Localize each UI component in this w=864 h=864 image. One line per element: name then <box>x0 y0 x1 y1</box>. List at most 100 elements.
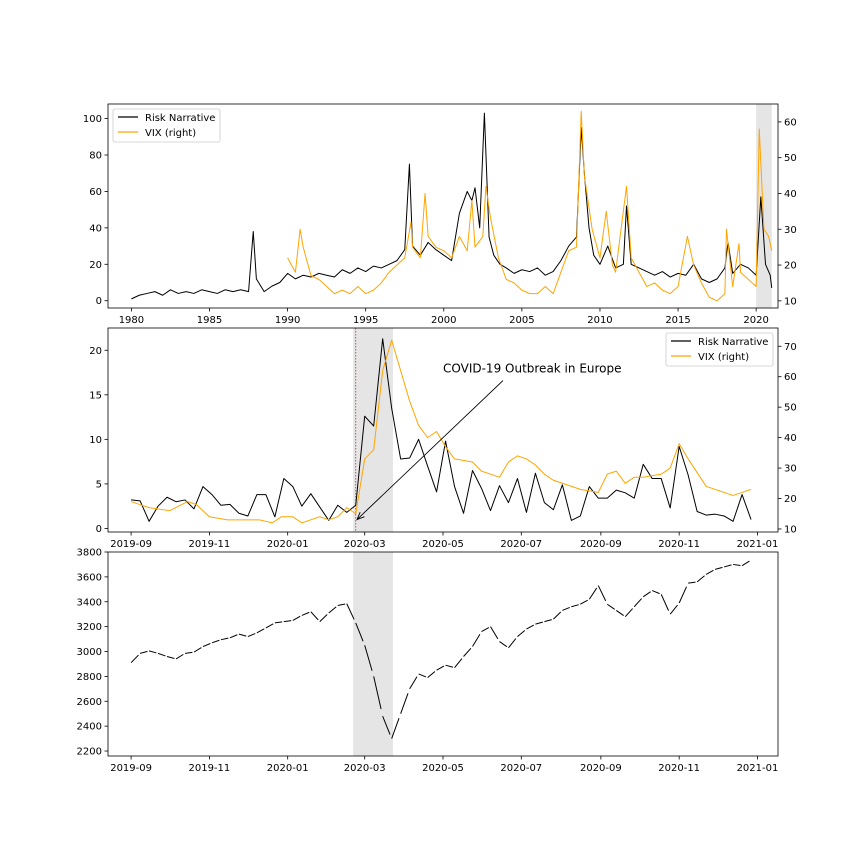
x-tick-label: 2020-03 <box>344 763 386 774</box>
series-index-segment <box>355 622 364 642</box>
legend-label-vix: VIX (right) <box>145 128 196 139</box>
panel-3-shaded-spans <box>353 552 393 756</box>
series-index-segment <box>562 606 570 611</box>
series-index-segment <box>211 639 220 644</box>
annotation-text: COVID-19 Outbreak in Europe <box>443 362 622 376</box>
series-index-segment <box>265 623 274 629</box>
panel-2-legend: Risk Narrative VIX (right) <box>665 332 774 367</box>
series-index-segment <box>571 604 579 608</box>
y-tick-label-left: 2800 <box>77 672 102 683</box>
shaded-period <box>353 552 393 756</box>
series-index-segment <box>283 620 292 623</box>
y-tick-label-left: 2400 <box>77 722 102 733</box>
series-index-segment <box>652 590 660 595</box>
series-index-segment <box>499 641 508 648</box>
series-index-segment <box>490 626 499 640</box>
series-index-segment <box>409 676 418 690</box>
series-index-segment <box>346 603 355 620</box>
panel-1-lines <box>131 110 773 302</box>
series-index-segment <box>588 587 598 600</box>
x-tick-label: 1985 <box>197 315 222 326</box>
series-index-segment <box>624 608 633 618</box>
x-tick-label: 2019-09 <box>110 539 152 550</box>
series-index-segment <box>580 599 588 605</box>
x-tick-label: 2000 <box>431 315 456 326</box>
series-index-segment <box>597 585 607 602</box>
y-tick-label-right: 50 <box>784 153 797 164</box>
series-index-segment <box>508 638 517 649</box>
series-index-segment <box>400 693 409 714</box>
panel-1-risk-vs-vix-1980-2021: 1980 1985 1990 1995 2000 2005 2010 2015 20200204… <box>83 103 797 326</box>
series-index-segment <box>238 633 247 637</box>
series-index-segment <box>553 611 562 620</box>
x-tick-label: 2020-07 <box>500 763 542 774</box>
x-tick-label: 2015 <box>665 315 690 326</box>
panel-1-axes: 1980 1985 1990 1995 2000 2005 2010 2015 20200204… <box>83 103 797 326</box>
x-tick-label: 2020 <box>743 315 768 326</box>
x-tick-label: 2020-03 <box>344 539 386 550</box>
series-risk-narrative-line <box>131 112 773 300</box>
series-index-segment <box>175 653 184 660</box>
y-tick-label-left: 2600 <box>77 697 102 708</box>
series-index-segment <box>445 664 454 668</box>
y-tick-label-right: 40 <box>784 433 797 444</box>
series-index-segment <box>157 652 166 657</box>
series-index-segment <box>193 647 202 653</box>
series-risk-narrative-line <box>131 338 752 522</box>
series-vix-right-line <box>130 339 752 524</box>
y-tick-label-right: 60 <box>784 117 797 128</box>
series-index-segment <box>247 633 256 638</box>
panel-3-lines <box>130 560 750 739</box>
series-index-segment <box>535 621 543 625</box>
y-tick-label-right: 10 <box>784 524 797 535</box>
y-tick-label-left: 80 <box>89 151 102 162</box>
series-index-segment <box>337 603 346 606</box>
y-tick-label-left: 5 <box>96 479 102 490</box>
x-tick-label: 2020-07 <box>500 539 542 550</box>
covid-annotation: COVID-19 Outbreak in Europe <box>356 362 622 521</box>
x-tick-label: 2005 <box>509 315 534 326</box>
series-index-segment <box>220 637 229 641</box>
series-index-segment <box>660 594 670 611</box>
y-tick-label-right: 10 <box>784 296 797 307</box>
series-index-segment <box>733 563 741 566</box>
series-index-segment <box>418 673 427 678</box>
series-vix-right-line <box>287 110 773 302</box>
x-tick-label: 2019-11 <box>189 539 231 550</box>
series-index-segment <box>517 630 526 637</box>
series-index-segment <box>166 656 175 660</box>
shaded-period <box>756 104 772 308</box>
y-tick-label-left: 3600 <box>77 572 102 583</box>
series-index-segment <box>274 621 283 624</box>
x-tick-label: 2021-01 <box>737 539 779 550</box>
series-index-segment <box>481 627 490 633</box>
y-tick-label-left: 3200 <box>77 622 102 633</box>
y-tick-label-right: 20 <box>784 494 797 505</box>
annotation-arrow <box>356 380 504 520</box>
legend-label-risk-narrative: Risk Narrative <box>145 113 215 124</box>
y-tick-label-left: 3000 <box>77 647 102 658</box>
series-index-segment <box>391 718 400 739</box>
x-tick-label: 2020-05 <box>422 763 464 774</box>
series-index-segment <box>139 650 148 654</box>
series-index-segment <box>202 643 211 647</box>
panel-2-shaded-spans <box>353 328 393 532</box>
series-index-segment <box>633 598 642 608</box>
series-index-segment <box>130 654 139 664</box>
panel-1-shaded-spans <box>756 104 772 308</box>
series-index-segment <box>364 645 373 671</box>
y-tick-label-left: 2200 <box>77 747 102 758</box>
series-index-segment <box>454 658 463 668</box>
y-tick-label-left: 40 <box>89 223 102 234</box>
y-tick-label-right: 60 <box>784 372 797 383</box>
series-index-segment <box>373 676 382 710</box>
legend-label-vix: VIX (right) <box>698 352 749 363</box>
series-index-segment <box>229 634 238 639</box>
x-tick-label: 2020-01 <box>267 763 309 774</box>
y-tick-label-left: 15 <box>89 390 102 401</box>
series-index-segment <box>544 619 552 623</box>
series-index-segment <box>427 671 436 679</box>
y-tick-label-left: 60 <box>89 187 102 198</box>
panel-3-index-2019-2021: 2019-09 2019-11 2020-01 2020-03 2020-05 2020-… <box>77 548 779 774</box>
panel-1-legend: Risk Narrative VIX (right) <box>112 108 221 143</box>
